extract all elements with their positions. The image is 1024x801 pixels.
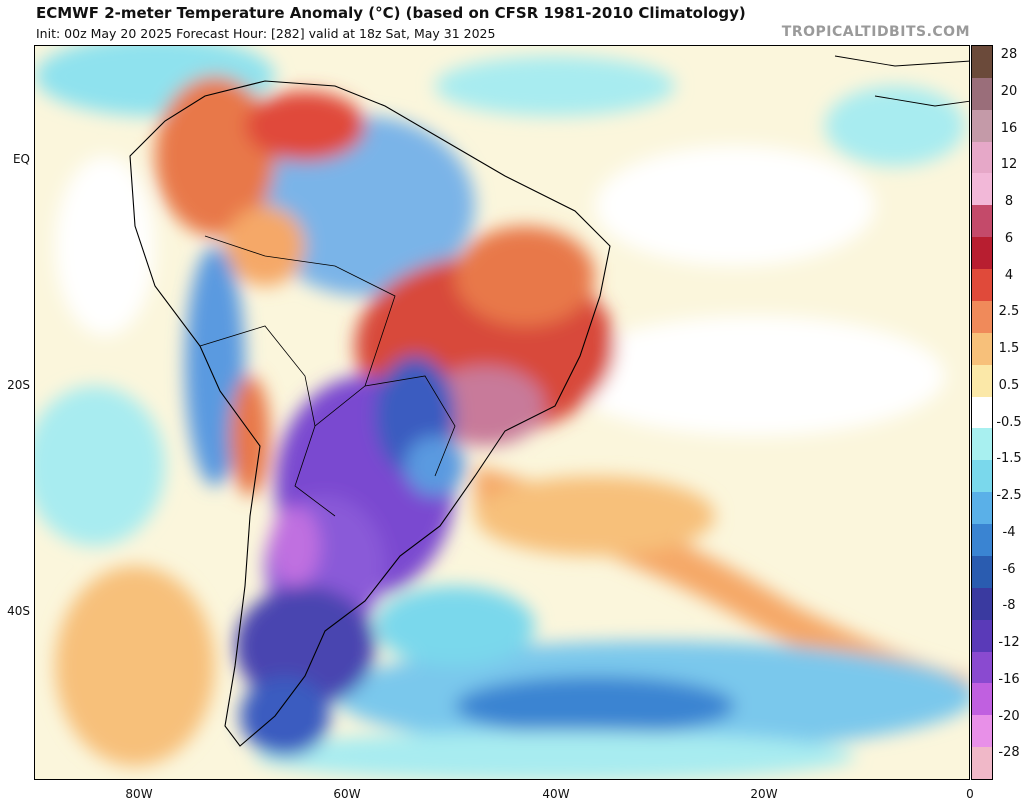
anomaly-field — [35, 46, 969, 779]
colorbar-label: -4 — [1002, 524, 1016, 540]
colorbar-label: 20 — [1000, 83, 1018, 99]
lon-label-80w: 80W — [125, 787, 153, 801]
colorbar-label: -2.5 — [996, 488, 1022, 503]
colorbar-label: 16 — [1000, 120, 1018, 136]
lon-label-40w: 40W — [542, 787, 570, 801]
colorbar-segment — [972, 109, 992, 143]
anomaly-blobs — [35, 46, 969, 779]
lat-label-40s: 40S — [7, 604, 30, 618]
anomaly-map — [34, 45, 970, 780]
colorbar-segment — [972, 747, 992, 780]
colorbar-segment — [972, 46, 992, 79]
colorbar-segment — [972, 269, 992, 302]
colorbar-segment — [972, 555, 992, 589]
lon-label-60w: 60W — [333, 787, 361, 801]
colorbar-label: 12 — [1000, 157, 1018, 173]
colorbar-segment — [972, 332, 992, 366]
colorbar-label: -1.5 — [996, 451, 1022, 467]
colorbar-label: 0.5 — [998, 377, 1020, 393]
colorbar-segment — [972, 524, 992, 557]
lat-label-20s: 20S — [7, 378, 30, 392]
colorbar-segment — [972, 300, 992, 334]
colorbar-segment — [972, 460, 992, 493]
colorbar-segment — [972, 428, 992, 461]
lat-label-eq: EQ — [12, 152, 30, 166]
forecast-info: Init: 00z May 20 2025 Forecast Hour: [28… — [36, 26, 496, 41]
colorbar-segment — [972, 715, 992, 748]
colorbar-segment — [972, 77, 992, 111]
colorbar-segment — [972, 173, 992, 206]
colorbar-segment — [972, 141, 992, 174]
colorbar-segment — [972, 651, 992, 684]
colorbar — [971, 45, 993, 780]
colorbar-label: 28 — [1000, 47, 1018, 62]
colorbar-segment — [972, 237, 992, 270]
colorbar-segment — [972, 364, 992, 398]
country-borders — [199, 235, 456, 517]
colorbar-label: -16 — [998, 671, 1020, 687]
colorbar-segment — [972, 619, 992, 652]
continent-outline — [129, 80, 611, 747]
colorbar-segment — [972, 683, 992, 716]
colorbar-label: -20 — [998, 708, 1020, 724]
colorbar-label: -6 — [1002, 561, 1016, 577]
colorbar-label: 6 — [1004, 230, 1014, 246]
map-title: ECMWF 2-meter Temperature Anomaly (°C) (… — [36, 4, 746, 22]
colorbar-label: 8 — [1004, 194, 1014, 209]
colorbar-segment — [972, 396, 992, 429]
colorbar-segment — [972, 205, 992, 238]
colorbar-label: 2.5 — [998, 304, 1020, 320]
colorbar-label: -8 — [1002, 598, 1016, 614]
colorbar-segment — [972, 492, 992, 525]
site-watermark: TROPICALTIDBITS.COM — [781, 24, 970, 40]
africa-coastline — [834, 55, 969, 107]
colorbar-label: 4 — [1004, 267, 1014, 283]
colorbar-label: 1.5 — [998, 341, 1020, 356]
colorbar-label: -0.5 — [996, 414, 1022, 430]
lon-label-20w: 20W — [750, 787, 778, 801]
colorbar-segment — [972, 587, 992, 621]
colorbar-label: -12 — [998, 635, 1020, 650]
lon-label-0: 0 — [966, 787, 974, 801]
colorbar-label: -28 — [998, 745, 1020, 761]
